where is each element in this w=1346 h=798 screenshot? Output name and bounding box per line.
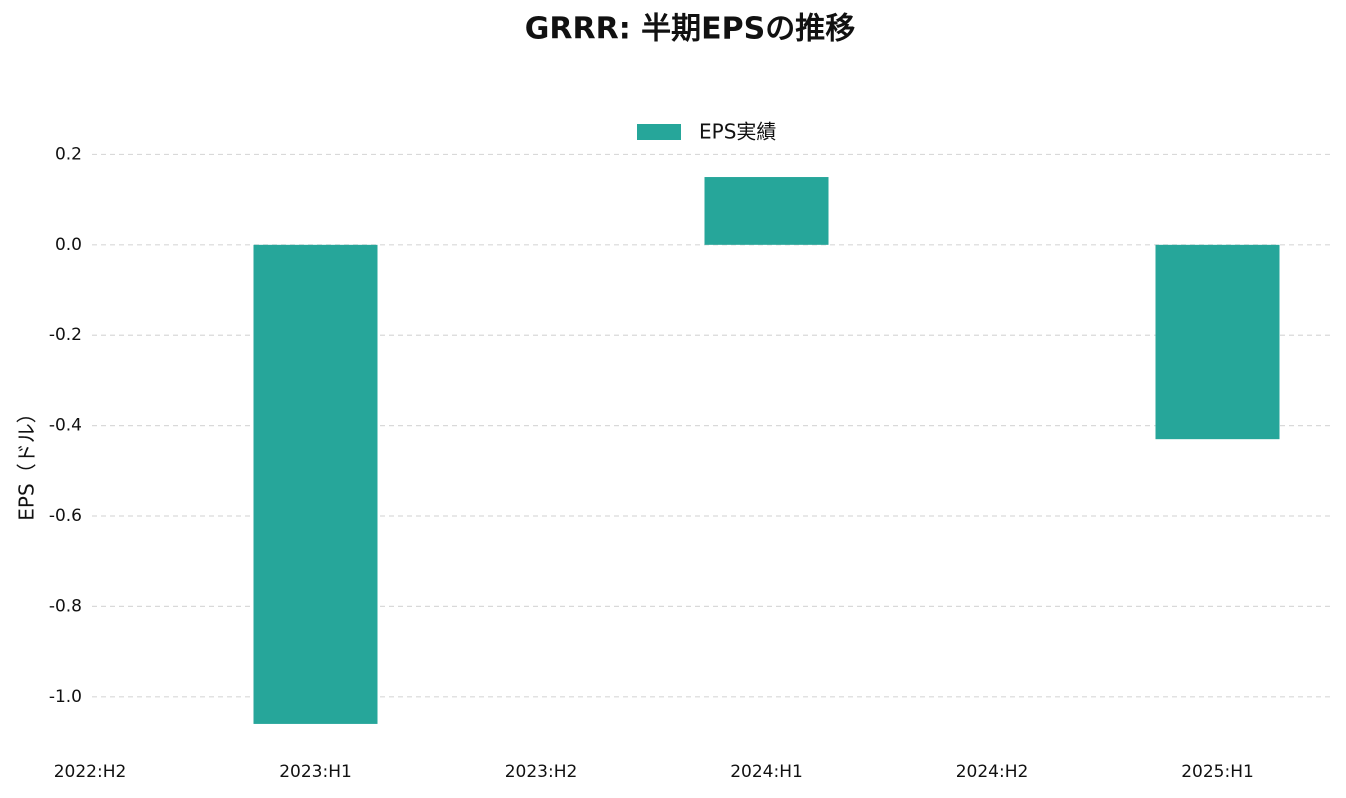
legend-label: EPS実績: [699, 120, 776, 144]
x-tick-label: 2024:H1: [730, 762, 803, 782]
bar: [253, 244, 378, 724]
x-tick-label: 2023:H1: [279, 762, 352, 782]
bar: [704, 177, 829, 245]
x-tick-label: 2025:H1: [1181, 762, 1254, 782]
y-tick-label: 0.2: [55, 144, 82, 164]
y-tick-label: -0.4: [49, 416, 82, 436]
y-tick-label: -0.6: [49, 506, 82, 526]
y-axis-label: EPS（ドル）: [15, 403, 39, 520]
y-tick-label: -0.2: [49, 325, 82, 345]
legend-swatch: [637, 124, 681, 140]
chart-title: GRRR: 半期EPSの推移: [525, 12, 855, 47]
y-tick-label: 0.0: [55, 235, 82, 255]
y-tick-label: -1.0: [49, 687, 82, 707]
y-tick-label: -0.8: [49, 596, 82, 616]
x-tick-label: 2022:H2: [54, 762, 127, 782]
x-tick-label: 2023:H2: [505, 762, 578, 782]
x-tick-label: 2024:H2: [956, 762, 1029, 782]
bar: [1155, 244, 1280, 440]
